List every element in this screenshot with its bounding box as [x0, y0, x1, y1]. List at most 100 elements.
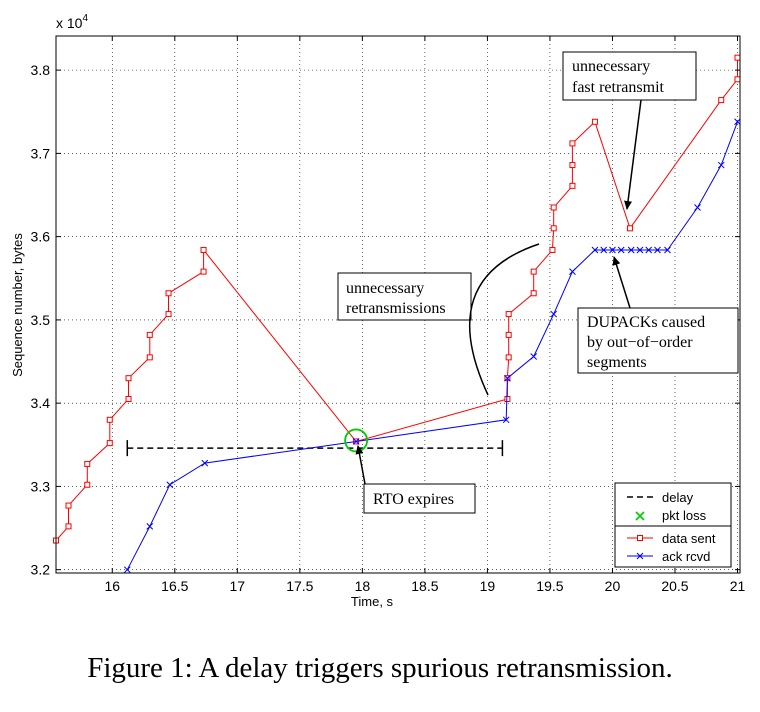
data-point-ack-rcvd [664, 246, 671, 254]
data-point-ack-rcvd [201, 459, 209, 467]
annotation-dupacks-line3: segments [587, 354, 647, 371]
data-point-data-sent [626, 225, 633, 232]
delay-interval [126, 440, 504, 457]
y-tick-label: 3.2 [31, 562, 51, 578]
y-tick-label: 3.8 [31, 62, 51, 78]
data-point-ack-rcvd [146, 523, 154, 530]
data-point-data-sent [550, 204, 557, 211]
y-multiplier: x 104 [56, 13, 88, 31]
y-tick-label: 3.4 [31, 395, 51, 411]
annotation-rto: RTO expires [355, 445, 476, 514]
annotation-retransmissions-line2: retransmissions [346, 300, 446, 317]
data-point-ack-rcvd [609, 246, 616, 254]
data-point-ack-rcvd [530, 353, 538, 360]
x-tick-label: 17 [230, 578, 246, 594]
y-tick-label: 3.6 [31, 229, 51, 245]
data-point-data-sent [505, 354, 512, 361]
x-tick-label: 18 [355, 578, 371, 594]
x-tick-label: 20.5 [661, 578, 688, 594]
data-point-ack-rcvd [734, 118, 741, 126]
y-tick-label: 3.5 [31, 312, 51, 328]
data-point-data-sent [569, 140, 576, 147]
data-point-data-sent [125, 375, 132, 382]
data-point-ack-rcvd [569, 268, 576, 275]
data-point-data-sent [530, 268, 537, 275]
x-tick-label: 19.5 [536, 578, 563, 594]
x-axis-label: Time, s [351, 594, 394, 609]
data-point-data-sent [569, 182, 576, 189]
data-point-data-sent [734, 76, 741, 83]
data-point-data-sent [106, 440, 113, 447]
data-point-data-sent [505, 311, 512, 318]
legend-label-delay: delay [662, 490, 694, 505]
legend: delay pkt loss data sent ack rcvd [614, 482, 732, 568]
data-point-data-sent [165, 311, 172, 318]
plot-frame [55, 35, 741, 574]
annotation-rto-line1: RTO expires [373, 491, 454, 508]
data-point-data-sent [65, 502, 72, 509]
data-point-data-sent [84, 460, 91, 467]
data-point-ack-rcvd [166, 481, 174, 489]
data-point-ack-rcvd [591, 246, 599, 254]
data-point-ack-rcvd [717, 161, 725, 169]
x-tick-label: 20 [605, 578, 621, 594]
data-point-ack-rcvd [636, 246, 644, 254]
data-point-ack-rcvd [600, 246, 608, 254]
x-tick-label: 16.5 [161, 578, 188, 594]
data-point-ack-rcvd [550, 310, 558, 318]
data-point-data-sent [569, 162, 576, 169]
legend-item-pkt-loss: pkt loss [635, 508, 707, 523]
data-point-ack-rcvd [694, 204, 701, 211]
data-point-data-sent [530, 290, 537, 297]
x-tick-label: 19 [480, 578, 496, 594]
data-point-data-sent [504, 395, 511, 402]
data-point-data-sent [146, 331, 153, 338]
series-ack-rcvd [123, 118, 741, 574]
figure-caption: Figure 1: A delay triggers spurious retr… [87, 652, 673, 684]
data-point-data-sent [200, 246, 207, 253]
annotation-fast-retransmit: unnecessary fast retransmit [562, 51, 697, 210]
legend-label-pkt-loss: pkt loss [662, 508, 707, 523]
annotation-retransmissions: unnecessary retransmissions [337, 243, 540, 396]
data-point-data-sent [591, 118, 598, 125]
data-point-ack-rcvd [645, 246, 653, 254]
data-point-ack-rcvd [502, 416, 510, 424]
legend-label-data-sent: data sent [662, 531, 716, 546]
annotation-dupacks: DUPACKs caused by out−of−order segments [577, 256, 739, 374]
data-point-ack-rcvd [123, 566, 131, 574]
y-tick-label: 3.3 [31, 478, 51, 494]
annotation-fast-retransmit-line2: fast retransmit [572, 79, 665, 96]
data-point-data-sent [106, 416, 113, 423]
series-group [53, 54, 741, 574]
legend-item-data-sent: data sent [627, 531, 716, 546]
annotation-dupacks-line2: by out−of−order [587, 334, 693, 351]
chart: 16 16.5 17 17.5 18 18.5 19 19.5 20 20.5 21 3.2 3.3 3.… [10, 13, 746, 609]
annotation-dupacks-line1: DUPACKs caused [587, 314, 705, 331]
data-point-data-sent [146, 354, 153, 361]
data-point-data-sent [65, 523, 72, 530]
axis-ticks: 16 16.5 17 17.5 18 18.5 19 19.5 20 20.5 21 3.2 3.3 3.… [31, 36, 746, 594]
legend-item-delay: delay [627, 490, 694, 505]
x-tick-label: 21 [730, 578, 746, 594]
data-point-ack-rcvd [352, 438, 360, 445]
legend-label-ack-rcvd: ack rcvd [662, 549, 710, 564]
data-point-data-sent [84, 481, 91, 488]
data-point-ack-rcvd [617, 246, 625, 254]
data-point-ack-rcvd [627, 246, 635, 254]
y-axis-label: Sequence number, bytes [10, 233, 25, 377]
data-point-ack-rcvd [654, 246, 661, 254]
data-point-data-sent [718, 97, 725, 104]
x-tick-label: 16 [104, 578, 120, 594]
data-point-data-sent [200, 268, 207, 275]
x-tick-label: 18.5 [411, 578, 438, 594]
data-point-data-sent [550, 225, 557, 232]
data-point-data-sent [734, 54, 741, 61]
data-point-data-sent [549, 246, 556, 253]
series-line-ack-rcvd [126, 121, 738, 570]
legend-item-ack-rcvd: ack rcvd [627, 549, 710, 564]
y-tick-label: 3.7 [31, 145, 51, 161]
data-point-ack-rcvd [504, 374, 511, 382]
x-tick-label: 17.5 [286, 578, 313, 594]
annotation-fast-retransmit-line1: unnecessary [572, 58, 650, 75]
data-point-data-sent [505, 331, 512, 338]
